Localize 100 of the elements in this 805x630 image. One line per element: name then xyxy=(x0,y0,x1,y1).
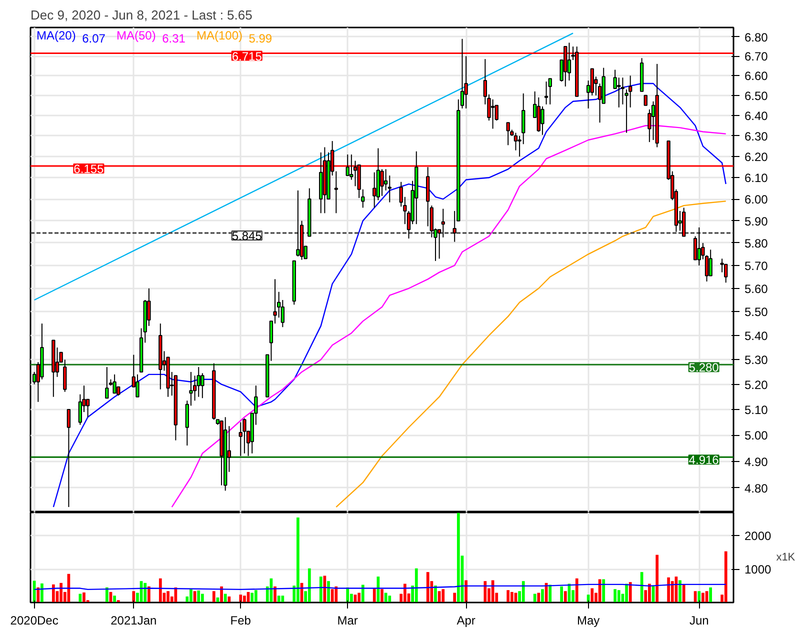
y-tick-label: 6.20 xyxy=(744,150,768,164)
bar xyxy=(212,591,216,602)
bar xyxy=(510,592,514,602)
y-tick-label: 6.10 xyxy=(744,171,768,186)
candlestick xyxy=(708,249,712,276)
candlestick xyxy=(460,38,464,109)
bar xyxy=(334,586,338,602)
candlestick xyxy=(620,77,625,105)
ref-line-label: 5.845 xyxy=(232,228,262,243)
bar xyxy=(442,589,445,602)
bar xyxy=(602,579,606,602)
candlestick xyxy=(380,168,384,196)
candlestick xyxy=(441,208,445,238)
candlestick xyxy=(522,92,526,145)
bar xyxy=(36,587,40,602)
y-tick-label: 5.10 xyxy=(744,402,768,417)
y-tick-label: 6.50 xyxy=(744,88,768,103)
bar xyxy=(277,596,280,602)
bar xyxy=(308,568,311,602)
bar xyxy=(648,584,651,602)
bar xyxy=(239,594,242,602)
y-tick-label: 5.00 xyxy=(744,428,768,443)
bar xyxy=(200,594,204,602)
bar xyxy=(709,587,712,602)
candlestick xyxy=(361,188,365,208)
bar xyxy=(724,551,728,602)
y-tick-label: 5.40 xyxy=(744,328,768,343)
candlestick xyxy=(200,372,204,399)
y-tick-label: 4.80 xyxy=(744,481,768,496)
candlestick xyxy=(334,170,338,214)
bar xyxy=(541,589,544,602)
bar xyxy=(82,592,86,602)
candlestick xyxy=(296,190,300,257)
candlestick xyxy=(506,122,510,146)
y-tick-label: 5.70 xyxy=(744,258,768,273)
bar xyxy=(330,589,334,602)
bar xyxy=(190,589,192,602)
line-series xyxy=(336,200,726,508)
bar xyxy=(78,594,82,602)
y-tick-label: 5.50 xyxy=(744,305,768,320)
bar xyxy=(522,581,525,602)
y-tick-label: 6.30 xyxy=(744,129,768,144)
candlestick xyxy=(346,154,350,176)
bar xyxy=(281,596,284,602)
y-tick-label: 2000 xyxy=(744,529,772,544)
bar xyxy=(60,582,62,602)
chart-title: Dec 9, 2020 - Jun 8, 2021 - Last : 5.65 xyxy=(30,8,252,22)
bar xyxy=(453,592,456,602)
ref-line-label: 6.715 xyxy=(232,49,262,64)
bar xyxy=(358,592,361,602)
candlestick xyxy=(490,98,495,130)
bar xyxy=(698,591,701,602)
bar xyxy=(144,582,147,602)
bar xyxy=(148,586,150,602)
bar xyxy=(678,580,682,602)
candlestick xyxy=(196,366,200,398)
annotation: 5.99 xyxy=(248,32,272,46)
bar xyxy=(113,596,116,602)
candlestick xyxy=(66,408,71,508)
y-tick-label: 6.00 xyxy=(744,192,768,207)
text: MA(50) xyxy=(116,28,156,42)
y-tick-label: 6.80 xyxy=(744,30,768,44)
line-series xyxy=(52,82,726,508)
bar xyxy=(628,582,632,602)
y-tick-label: 5.80 xyxy=(744,236,768,250)
candlestick xyxy=(112,374,116,394)
x-tick-label: May xyxy=(576,614,600,628)
bar xyxy=(456,512,460,602)
x-tick-label: Apr xyxy=(456,614,476,628)
bar xyxy=(682,584,686,602)
bar xyxy=(625,584,628,602)
candlestick xyxy=(644,94,648,106)
candlestick xyxy=(242,418,246,454)
x-tick-label: Mar xyxy=(337,614,358,628)
bar xyxy=(243,596,246,602)
bar xyxy=(702,592,704,602)
bar xyxy=(105,587,108,602)
bar xyxy=(384,592,388,602)
candlestick xyxy=(238,422,242,457)
bar xyxy=(533,594,536,602)
bar xyxy=(380,589,384,602)
y-tick-label: 6.40 xyxy=(744,108,768,123)
candlestick xyxy=(372,172,376,208)
bar xyxy=(32,580,36,602)
text: MA(100) xyxy=(196,28,243,42)
bar xyxy=(426,572,430,602)
annotation: 6.31 xyxy=(162,32,186,46)
y-axis-title: x1K xyxy=(776,552,796,564)
candlestick xyxy=(86,398,90,418)
bar xyxy=(414,568,418,602)
bar xyxy=(166,591,170,602)
bar xyxy=(614,589,616,602)
bar xyxy=(220,586,223,602)
bar xyxy=(667,577,670,602)
bar xyxy=(158,578,162,602)
candlestick xyxy=(544,81,548,105)
bar xyxy=(327,581,330,602)
ref-line-label: 5.280 xyxy=(688,360,720,375)
bar xyxy=(560,586,564,602)
ref-line-label: 4.916 xyxy=(688,453,720,468)
